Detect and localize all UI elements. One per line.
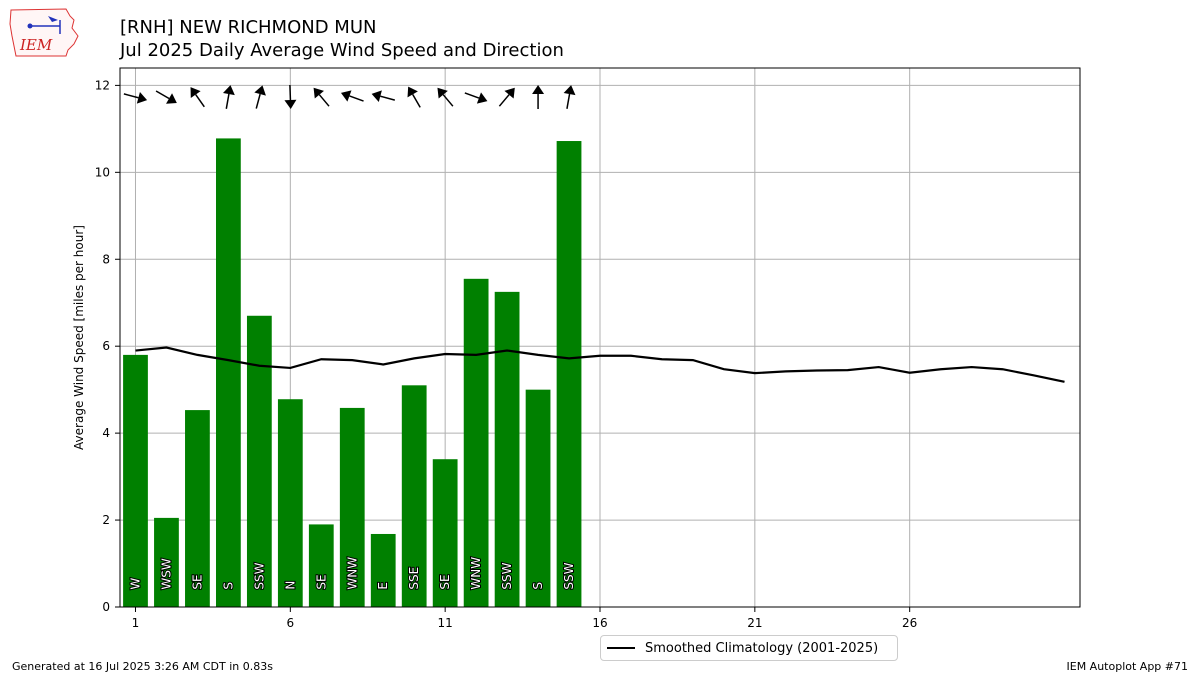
x-tick-label: 1 <box>132 616 140 630</box>
wind-arrow-day-12 <box>464 92 488 104</box>
chart-title: [RNH] NEW RICHMOND MUN <box>120 17 377 38</box>
wind-arrow-day-15 <box>563 85 576 109</box>
x-ticks: 1 6 11 16 21 26 <box>132 607 917 630</box>
x-tick-label: 21 <box>747 616 762 630</box>
legend-label: Smoothed Climatology (2001-2025) <box>645 640 879 656</box>
direction-label: SSW <box>500 562 514 589</box>
direction-label: N <box>283 581 297 590</box>
y-tick-label: 8 <box>102 252 110 266</box>
direction-label: SSW <box>562 562 576 589</box>
logo-text: IEM <box>19 36 53 54</box>
bar-day-6 <box>277 399 303 607</box>
bar-day-14 <box>525 389 551 607</box>
wind-arrow-day-5 <box>254 85 266 109</box>
y-tick-label: 0 <box>102 600 110 614</box>
wind-arrow-day-9 <box>371 90 396 103</box>
bar-day-9 <box>370 533 396 607</box>
y-tick-label: 12 <box>95 78 110 92</box>
bars <box>123 138 582 608</box>
climatology-line <box>135 346 1065 383</box>
x-tick-label: 26 <box>902 616 917 630</box>
wind-arrow-day-1 <box>123 91 148 104</box>
grid-lines <box>120 68 1080 608</box>
y-tick-label: 6 <box>102 339 110 353</box>
wind-arrow-day-13 <box>498 87 515 107</box>
bar-day-2 <box>154 517 179 607</box>
wind-arrow-day-7 <box>313 87 330 107</box>
direction-labels: W WSW SE S SSW N SE WNW E SSE SE WNW SSW S SSW <box>127 556 577 591</box>
bar-day-4 <box>216 138 241 608</box>
bar-day-1 <box>123 354 148 607</box>
direction-label: S <box>221 582 235 590</box>
direction-label: WNW <box>469 557 483 590</box>
direction-label: SE <box>314 574 328 589</box>
direction-label: SSW <box>252 562 266 589</box>
x-tick-label: 16 <box>592 616 607 630</box>
legend: Smoothed Climatology (2001-2025) <box>600 635 898 661</box>
bar-day-12 <box>463 278 489 607</box>
wind-arrow-day-4 <box>222 85 235 109</box>
direction-label: WSW <box>159 558 173 589</box>
iem-logo: IEM <box>8 6 80 58</box>
wind-arrow-day-6 <box>284 84 297 109</box>
bar-day-7 <box>308 524 334 607</box>
y-tick-label: 2 <box>102 513 110 527</box>
bar-day-13 <box>494 291 520 607</box>
direction-label: E <box>376 582 390 590</box>
bar-day-15 <box>556 141 582 607</box>
legend-line-swatch <box>607 647 635 649</box>
autoplot-app-id: IEM Autoplot App #71 <box>1066 660 1189 673</box>
wind-arrow-day-14 <box>532 85 545 109</box>
bar-day-8 <box>339 407 365 607</box>
wind-arrow-day-10 <box>407 86 421 108</box>
bar-day-10 <box>401 385 427 607</box>
direction-label: W <box>128 578 142 590</box>
direction-label: SE <box>438 574 452 589</box>
bar-day-11 <box>432 459 458 607</box>
wind-arrow-day-2 <box>155 90 177 104</box>
bar-day-3 <box>185 410 210 607</box>
direction-label: SE <box>190 574 204 589</box>
direction-label: SSE <box>407 567 421 590</box>
direction-label: WNW <box>345 557 359 590</box>
chart-subtitle: Jul 2025 Daily Average Wind Speed and Di… <box>120 40 564 61</box>
x-tick-label: 6 <box>287 616 295 630</box>
wind-arrows <box>123 84 576 109</box>
wind-arrow-day-3 <box>190 87 205 108</box>
climatology-polyline <box>135 346 1065 383</box>
generated-timestamp: Generated at 16 Jul 2025 3:26 AM CDT in … <box>12 660 273 673</box>
direction-label: S <box>531 582 545 590</box>
wind-arrow-day-11 <box>437 87 454 107</box>
y-ticks: 0 2 4 6 8 10 12 <box>95 78 120 614</box>
y-axis-label: Average Wind Speed [miles per hour] <box>72 225 86 450</box>
wind-arrow-day-8 <box>340 90 364 102</box>
y-tick-label: 10 <box>95 165 110 179</box>
x-tick-label: 11 <box>438 616 453 630</box>
y-tick-label: 4 <box>102 426 110 440</box>
